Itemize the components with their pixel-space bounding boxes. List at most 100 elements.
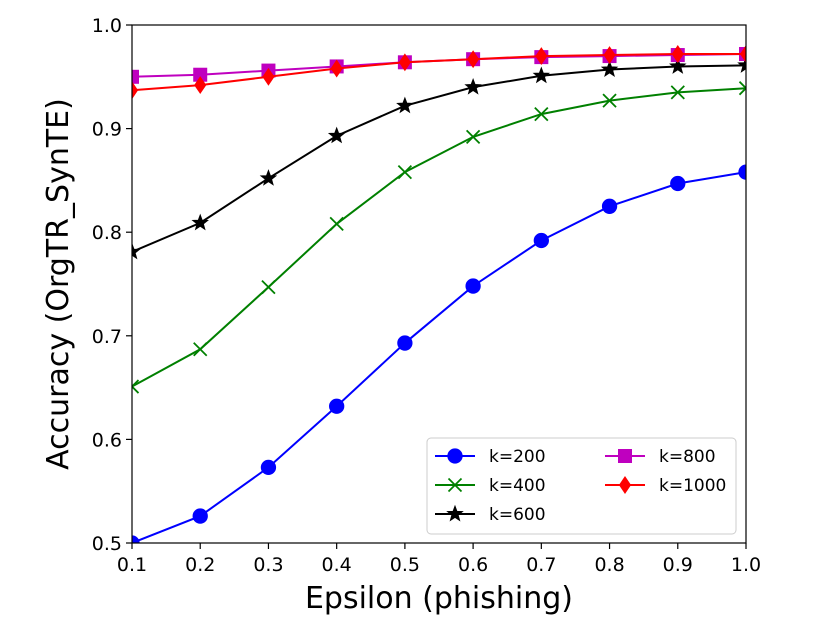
data-point-k400-1-stroke-b: [193, 342, 208, 357]
data-point-k400-4-stroke-b: [397, 164, 413, 180]
axes-frame: [131, 24, 747, 544]
data-point-k400-0-stroke-b: [132, 379, 140, 388]
data-point-k200-2: [260, 459, 277, 476]
y-tick-label: 0.5: [92, 533, 122, 555]
legend-label-k800: k=800: [659, 447, 716, 467]
data-point-k600-2: [259, 169, 278, 186]
data-point-k400-3-stroke-b: [329, 216, 344, 232]
legend-marker-k1000: [618, 476, 632, 494]
data-point-k400-5: [465, 129, 481, 145]
x-tick-label: 0.9: [663, 554, 693, 576]
data-point-k1000-3: [330, 59, 343, 78]
data-point-k400-9-stroke-b: [738, 86, 746, 96]
legend-marker-k400: [447, 477, 463, 493]
series-line-k200: [132, 171, 746, 543]
data-point-k1000-6: [535, 47, 548, 66]
axes: 0.1 0.2 0.3 0.4 0.5 0.6 0.7 0.8 0.9 1.0 0.5 0.6 0.7 0…: [92, 15, 761, 576]
legend-label-k1000: k=1000: [659, 476, 726, 496]
series-k200: [132, 164, 746, 543]
series-line-k800: [132, 53, 746, 78]
data-point-k600-4: [396, 96, 414, 114]
data-point-k600-1: [191, 213, 209, 231]
plot-area: [132, 45, 746, 543]
data-point-k200-3: [329, 398, 345, 414]
data-point-k1000-4: [398, 53, 411, 72]
x-axis-title: Epsilon (phishing): [305, 581, 573, 616]
legend-label-k200: k=200: [489, 447, 546, 467]
data-point-k400-4: [397, 164, 413, 180]
legend-marker-k800: [618, 449, 632, 463]
data-point-k600-3: [327, 126, 346, 144]
legend-marker-k400-stroke-b: [447, 477, 463, 493]
x-tick-label: 0.5: [390, 554, 420, 576]
data-point-k400-9-stroke-a: [738, 81, 746, 90]
data-point-k400-7: [602, 93, 617, 108]
data-point-k1000-0: [132, 81, 139, 100]
legend-marker-k600: [446, 504, 464, 522]
legend-entry-k600: k=600: [435, 504, 546, 525]
y-tick-label: 0.9: [92, 119, 122, 141]
x-tick-label: 0.6: [458, 554, 488, 576]
data-point-k600-0: [132, 242, 141, 260]
data-point-k200-1: [192, 508, 208, 524]
x-tick-label: 1.0: [731, 554, 761, 576]
y-tick-label: 0.7: [92, 326, 122, 348]
legend-label-k400: k=400: [489, 476, 546, 496]
data-point-k200-5: [465, 278, 481, 294]
y-tick-label: 0.8: [92, 222, 122, 244]
data-point-k400-0-stroke-a: [132, 385, 140, 394]
x-tick-label: 0.3: [253, 554, 283, 576]
data-point-k1000-7: [603, 46, 616, 64]
data-point-k400-9: [738, 81, 746, 96]
series-k600: [132, 56, 746, 260]
y-axis-title: Accuracy (OrgTR_SynTE): [41, 98, 76, 470]
x-tick-label: 0.8: [594, 554, 624, 576]
series-line-k400: [132, 87, 746, 388]
legend-entry-k200: k=200: [435, 447, 546, 467]
x-tick-label: 0.4: [322, 554, 352, 576]
data-point-k800-0: [132, 69, 139, 84]
data-point-k200-4: [397, 335, 413, 351]
data-point-k1000-5: [467, 50, 480, 69]
series-line-k1000: [132, 53, 746, 92]
data-point-k600-5: [464, 77, 482, 95]
series-group: [132, 45, 746, 543]
data-point-k600-8: [669, 57, 687, 74]
series-k400: [132, 81, 746, 394]
data-point-k1000-1: [194, 76, 207, 95]
data-point-k600-6: [532, 66, 551, 84]
data-point-k400-8-stroke-b: [670, 85, 685, 100]
legend-entry-k800: k=800: [605, 447, 716, 467]
data-point-k400-3: [329, 216, 344, 232]
legend: k=200 k=400 k=600 k=800 k=1000: [426, 437, 737, 535]
data-point-k1000-2: [262, 67, 275, 86]
data-point-k200-8: [670, 175, 686, 192]
data-point-k200-7: [601, 198, 618, 214]
legend-entry-k400: k=400: [435, 476, 546, 496]
data-point-k600-7: [600, 60, 619, 77]
data-point-k400-8: [670, 85, 685, 100]
data-point-k400-1: [193, 342, 208, 357]
series-k1000: [132, 45, 746, 100]
x-tick-label: 0.1: [117, 554, 147, 576]
data-point-k400-2-stroke-b: [261, 279, 276, 295]
y-tick-label: 1.0: [92, 15, 122, 37]
x-tick-label: 0.7: [526, 554, 556, 576]
legend-marker-k200: [447, 448, 463, 464]
series-line-k600: [132, 64, 746, 253]
data-point-k1000-8: [671, 45, 684, 63]
data-point-k400-5-stroke-b: [465, 129, 481, 145]
legend-box: [426, 437, 737, 535]
legend-entry-k1000: k=1000: [605, 476, 726, 496]
data-point-k400-6-stroke-b: [534, 106, 549, 122]
x-tick-label: 0.2: [185, 554, 215, 576]
data-point-k400-2: [261, 279, 276, 295]
data-point-k400-0: [132, 379, 140, 394]
series-k800: [132, 47, 746, 84]
y-tick-label: 0.6: [92, 429, 122, 451]
legend-label-k600: k=600: [489, 505, 546, 525]
data-point-k1000-9: [739, 45, 746, 63]
data-point-k200-6: [533, 232, 549, 249]
